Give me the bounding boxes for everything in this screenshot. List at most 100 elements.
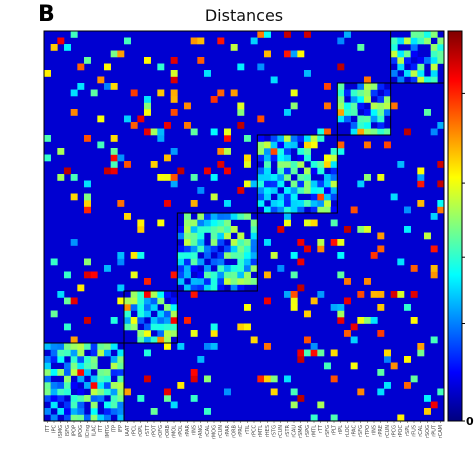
heatmap-cell — [104, 375, 111, 383]
heatmap-cell — [84, 271, 91, 279]
heatmap-cell — [357, 44, 365, 51]
heatmap-cell — [264, 343, 271, 350]
heatmap-cell — [317, 200, 325, 207]
heatmap-cell — [364, 89, 371, 97]
heatmap-cell — [184, 258, 191, 266]
heatmap-cell — [50, 414, 58, 422]
heatmap-cell — [324, 180, 331, 188]
heatmap-cell — [84, 57, 91, 64]
heatmap-cell — [190, 395, 198, 402]
heatmap-cell — [410, 31, 418, 38]
heatmap-cell — [204, 213, 211, 220]
heatmap-cell — [310, 180, 318, 188]
heatmap-cell — [430, 265, 438, 272]
heatmap-cell — [217, 161, 225, 168]
heatmap-cell — [90, 362, 98, 370]
heatmap-cell — [44, 408, 51, 415]
heatmap-cell — [290, 50, 298, 58]
heatmap-cell — [57, 343, 65, 350]
heatmap-cell — [277, 180, 285, 188]
heatmap-cell — [264, 174, 271, 181]
heatmap-cell — [117, 408, 125, 415]
heatmap-cell — [97, 395, 105, 402]
heatmap-cell — [284, 135, 291, 142]
heatmap-cell — [317, 401, 325, 409]
heatmap-cell — [364, 226, 371, 233]
heatmap-cell — [357, 180, 365, 188]
x-tick-label: ITP — [112, 425, 118, 433]
heatmap-cell — [44, 362, 51, 370]
x-tick-label: IMTG — [105, 425, 111, 438]
x-tick-label: IPC — [52, 424, 58, 432]
heatmap-cell — [297, 206, 305, 214]
heatmap-cell — [210, 128, 218, 136]
heatmap-cell — [130, 291, 138, 298]
heatmap-cell — [337, 271, 345, 279]
heatmap-cell — [417, 31, 425, 38]
heatmap-cell — [417, 200, 425, 207]
heatmap-cell — [257, 154, 265, 162]
heatmap-cell — [417, 70, 425, 77]
x-tick-label: rSTR — [285, 424, 291, 436]
heatmap-cell — [64, 382, 71, 389]
heatmap-cell — [290, 388, 298, 396]
heatmap-cell — [137, 115, 145, 123]
heatmap-cell — [197, 219, 205, 227]
heatmap-cell — [237, 232, 245, 240]
heatmap-cell — [57, 408, 65, 415]
heatmap-cell — [104, 63, 111, 71]
heatmap-cell — [304, 187, 311, 194]
heatmap-cell — [257, 193, 265, 201]
heatmap-cell — [224, 219, 231, 227]
heatmap-cell — [97, 141, 105, 149]
heatmap-cell — [410, 317, 418, 324]
x-tick-label: IPOG — [78, 425, 84, 437]
heatmap-cell — [297, 180, 305, 188]
heatmap-cell — [124, 297, 131, 305]
heatmap-cell — [250, 180, 258, 188]
heatmap-cell — [144, 109, 151, 116]
heatmap-cell — [244, 258, 251, 266]
heatmap-cell — [230, 245, 238, 253]
heatmap-cell — [297, 239, 305, 246]
heatmap-cell — [197, 226, 205, 233]
heatmap-cell — [384, 382, 391, 389]
heatmap-cell — [417, 174, 425, 181]
heatmap-cell — [70, 414, 78, 422]
heatmap-cell — [144, 349, 151, 357]
x-tick-label: rCAU — [292, 425, 298, 438]
heatmap-cell — [210, 213, 218, 220]
heatmap-cell — [377, 232, 385, 240]
heatmap-cell — [197, 232, 205, 240]
heatmap-cell — [77, 284, 85, 292]
heatmap-cell — [137, 291, 145, 298]
heatmap-cell — [184, 239, 191, 246]
heatmap-cell — [90, 395, 98, 402]
heatmap-cell — [344, 278, 351, 285]
heatmap-cell — [184, 122, 191, 129]
heatmap-cell — [197, 187, 205, 194]
heatmap-cell — [284, 213, 291, 220]
heatmap-cell — [377, 83, 385, 90]
heatmap-cell — [264, 154, 271, 162]
heatmap-cell — [237, 252, 245, 259]
heatmap-cell — [377, 369, 385, 376]
heatmap-cell — [390, 50, 398, 58]
x-tick-label: rOPL — [138, 425, 144, 437]
heatmap-cell — [217, 265, 225, 272]
heatmap-cell — [290, 135, 298, 142]
heatmap-cell — [430, 31, 438, 38]
heatmap-cell — [104, 167, 111, 175]
heatmap-cell — [304, 310, 311, 318]
heatmap-cell — [70, 369, 78, 376]
heatmap-cell — [264, 375, 271, 383]
heatmap-cell — [190, 369, 198, 376]
heatmap-cell — [137, 219, 145, 227]
heatmap-cell — [64, 44, 71, 51]
heatmap-cell — [170, 109, 178, 116]
x-tick-label: rPUT — [432, 424, 438, 437]
heatmap-cell — [337, 63, 345, 71]
heatmap-cell — [184, 265, 191, 272]
heatmap-cell — [117, 349, 125, 357]
heatmap-cell — [50, 395, 58, 402]
